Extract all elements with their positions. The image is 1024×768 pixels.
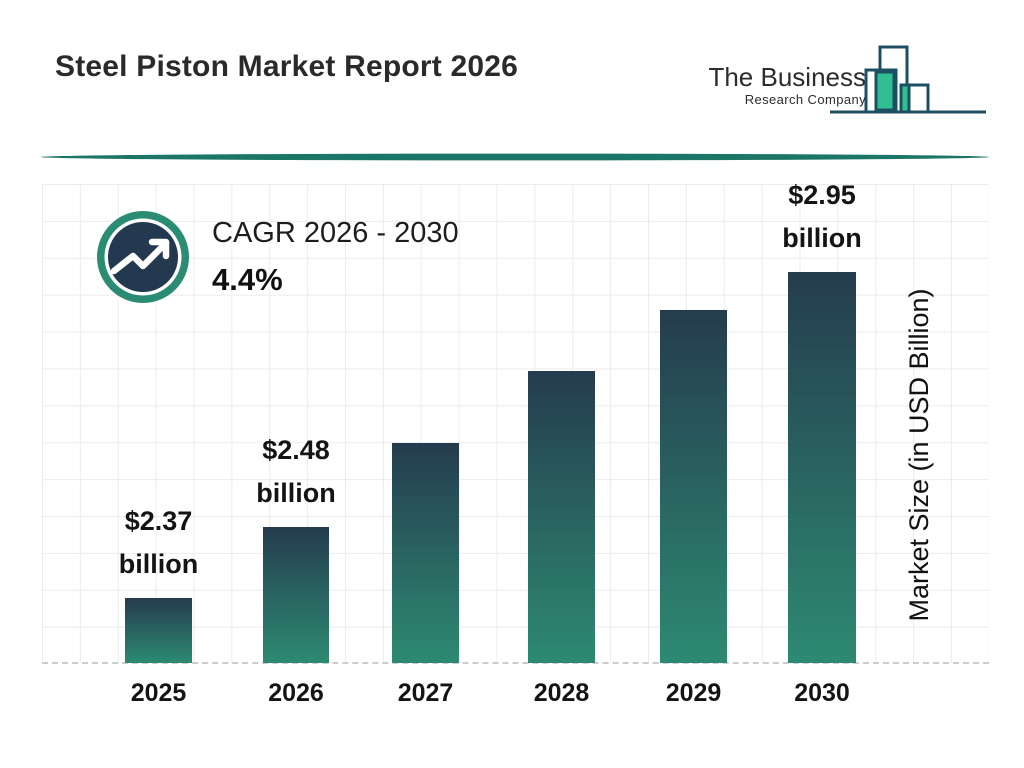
bar-chart-logo-icon [830,45,986,114]
bar-2027 [392,443,459,663]
bar-value-amount: $2.37 [124,506,193,536]
bar-2029 [660,310,727,663]
company-subname: Research Company [744,92,866,107]
x-axis-label-2029: 2029 [665,679,722,707]
x-axis-label-2026: 2026 [268,679,324,707]
x-axis-label-2030: 2030 [794,679,850,707]
trending-up-icon [97,211,189,303]
company-name: The Business [708,62,866,92]
bar-value-amount: $2.48 [262,435,330,465]
x-axis-label-2028: 2028 [533,679,590,707]
cagr-value: 4.4% [212,262,283,297]
cagr-period-label: CAGR 2026 - 2030 [212,217,459,249]
bar-2028 [528,371,595,663]
bar-value-unit: billion [118,549,199,579]
bar-value-label-2030: $2.95 billion [782,174,861,260]
bar-value-label-2025: $2.37 billion [119,500,198,586]
company-logo-text: The Business Research Company [698,63,866,107]
x-axis-label-2025: 2025 [130,679,187,707]
x-axis-label-2027: 2027 [397,679,454,707]
divider-line [41,153,989,161]
page-title: Steel Piston Market Report 2026 [55,50,519,83]
x-axis-baseline [42,662,989,664]
bar-2030 [788,272,856,663]
y-axis-label: Market Size (in USD Billion) [904,288,934,622]
bar-value-unit: billion [782,223,862,253]
bar-2026 [263,527,329,663]
bar-value-label-2026: $2.48 billion [256,429,335,515]
bar-value-amount: $2.95 [788,180,856,210]
bar-value-unit: billion [256,478,336,508]
bar-2025 [125,598,192,663]
